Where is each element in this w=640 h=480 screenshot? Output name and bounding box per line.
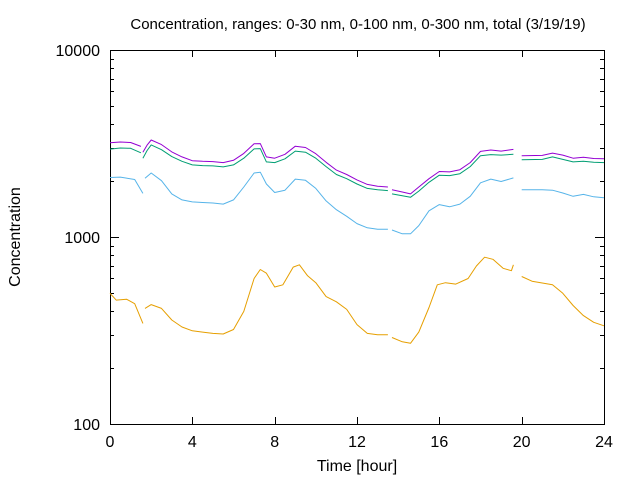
x-tick-label: 0 <box>106 434 115 451</box>
x-tick-label: 4 <box>188 434 197 451</box>
series-line-2 <box>521 189 605 199</box>
series-line-4 <box>142 139 388 188</box>
series-line-3 <box>521 156 605 164</box>
chart-title: Concentration, ranges: 0-30 nm, 0-100 nm… <box>130 16 585 33</box>
x-tick-label: 20 <box>513 434 531 451</box>
series-line-4 <box>109 141 142 147</box>
x-axis-title: Time [hour] <box>317 458 397 475</box>
series-line-4 <box>391 148 514 195</box>
x-tick-label: 8 <box>270 434 279 451</box>
plot-frame <box>110 50 605 425</box>
series-line-2 <box>109 176 144 194</box>
series-line-3 <box>142 144 388 192</box>
y-tick-label: 1000 <box>64 230 100 247</box>
x-tick-label: 16 <box>430 434 448 451</box>
x-tick-label: 24 <box>595 434 613 451</box>
y-axis-title: Concentration <box>7 187 24 287</box>
axis-ticks <box>110 50 605 425</box>
y-tick-label: 100 <box>73 417 100 434</box>
series-line-2 <box>144 171 388 230</box>
series-line-4 <box>521 152 605 160</box>
series-line-1 <box>521 276 605 327</box>
x-tick-label: 12 <box>348 434 366 451</box>
series-line-1 <box>391 256 514 344</box>
series-group <box>109 139 605 344</box>
series-line-3 <box>109 147 142 154</box>
series-line-1 <box>144 264 388 336</box>
y-tick-label: 10000 <box>56 43 101 60</box>
series-line-3 <box>391 153 514 198</box>
series-line-1 <box>109 292 144 324</box>
tick-labels: 0 4 8 12 16 20 24 100 1000 10000 <box>56 43 614 451</box>
series-line-2 <box>391 177 514 235</box>
